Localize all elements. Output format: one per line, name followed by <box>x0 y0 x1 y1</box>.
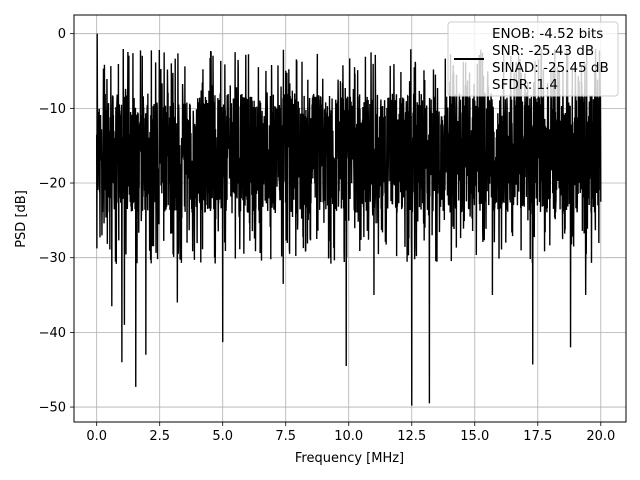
y-tick-label: −10 <box>39 102 66 117</box>
y-tick-label: −40 <box>39 326 66 341</box>
legend-box <box>447 21 619 97</box>
y-axis-label: PSD [dB] <box>14 190 29 248</box>
x-tick-label: 2.5 <box>149 429 170 444</box>
psd-signal <box>95 33 602 406</box>
y-tick-label: −50 <box>39 401 66 416</box>
x-tick-label: 10.0 <box>334 429 363 444</box>
legend-line: SNR: -25.43 dB <box>492 43 594 59</box>
y-tick-label: −20 <box>39 177 66 192</box>
y-axis-ticks: 0 −10 −20 −30 −40 −50 <box>39 27 74 416</box>
x-tick-label: 5.0 <box>212 429 233 444</box>
psd-series-line <box>95 33 602 406</box>
x-tick-label: 0.0 <box>86 429 107 444</box>
y-tick-label: 0 <box>58 27 66 42</box>
plot-frame <box>73 14 627 423</box>
legend: ENOB: -4.52 bits SNR: -25.43 dB SINAD: -25… <box>447 21 619 97</box>
legend-line: ENOB: -4.52 bits <box>492 26 603 42</box>
x-axis-ticks: 0.0 2.5 5.0 7.5 10.0 12.5 15.0 17.5 20.0 <box>86 422 615 444</box>
x-tick-label: 12.5 <box>397 429 426 444</box>
x-tick-label: 20.0 <box>586 429 615 444</box>
legend-entry-text: ENOB: -4.52 bits SNR: -25.43 dB SINAD: -25… <box>492 26 609 93</box>
legend-line: SINAD: -25.45 dB <box>492 60 609 76</box>
legend-line: SFDR: 1.4 <box>492 77 558 93</box>
x-tick-label: 15.0 <box>460 429 489 444</box>
x-axis-label: Frequency [MHz] <box>295 451 404 466</box>
y-tick-label: −30 <box>39 251 66 266</box>
x-tick-label: 7.5 <box>275 429 296 444</box>
x-tick-label: 17.5 <box>523 429 552 444</box>
